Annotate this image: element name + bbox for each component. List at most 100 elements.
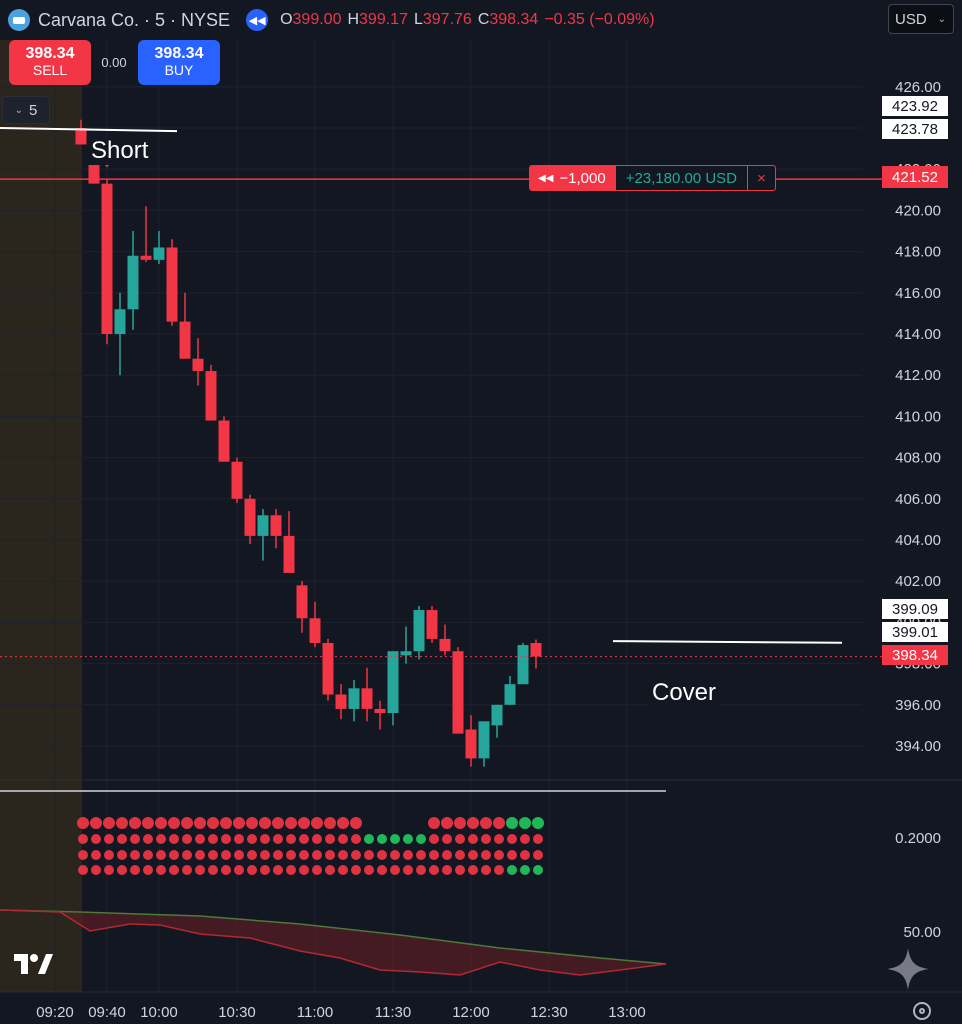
carvana-logo-icon [8,9,30,31]
candle-body [140,255,152,260]
indicator-dot [247,850,257,860]
sparkle-icon[interactable] [885,946,931,992]
buy-button[interactable]: 398.34 BUY [138,40,220,85]
chevron-down-icon: ⌄ [14,104,24,116]
interval-label: 5 [29,101,38,119]
indicator-dot [273,834,283,844]
indicator-dot [234,834,244,844]
x-tick-label: 12:30 [530,1004,568,1021]
indicator-dot [377,865,387,875]
entry-price-label: 421.52 [882,166,948,188]
indicator-dot [468,865,478,875]
indicator-dot [78,865,88,875]
indicator-dot [155,817,167,829]
indicator-dot [221,865,231,875]
indicator-dot [467,817,479,829]
indicator-dot [286,834,296,844]
y-tick-label: 402.00 [895,573,941,590]
indicator-dot [533,865,543,875]
position-line-label[interactable]: ◀◀ −1,000 +23,180.00 USD × [529,165,776,191]
indicator-dot [104,865,114,875]
x-tick-label: 11:00 [297,1004,333,1021]
indicator-dot [480,817,492,829]
indicator-dot [116,817,128,829]
indicator-dot [130,865,140,875]
y-tick-label: 396.00 [895,697,941,714]
indicator-dot [260,865,270,875]
buy-label: BUY [164,62,194,78]
indicator-dot [234,850,244,860]
symbol-title[interactable]: Carvana Co. · 5 · NYSE [38,9,231,30]
indicator-dot [233,817,245,829]
indicator-dot [455,850,465,860]
tradingview-logo-icon [14,954,53,974]
settings-gear-icon[interactable] [913,1002,931,1020]
indicator-dot [78,834,88,844]
indicator-dot [325,850,335,860]
candle-body [244,498,256,536]
currency-select[interactable]: USD ⌄ [888,4,954,34]
replay-icon[interactable]: ◀◀ [246,9,269,31]
indicator-dot [520,865,530,875]
candle-body [439,638,451,652]
indicator-dot [364,834,374,844]
indicator-dot [350,817,362,829]
indicator-dot [532,817,544,829]
indicator-dot [220,817,232,829]
indicator-dot [325,834,335,844]
indicator-dot [104,850,114,860]
price-label-low-a: 399.09 [882,599,948,619]
candle-body [166,247,178,322]
indicator-dot [117,850,127,860]
indicator-dot [286,850,296,860]
indicator-dot [182,850,192,860]
candle-body [387,651,399,714]
close-position-icon[interactable]: × [757,169,766,187]
indicator-dot [299,834,309,844]
time-axis[interactable]: 09:20 09:40 10:00 10:30 11:00 11:30 12:00 12:30… [36,1004,646,1021]
indicator-dot [142,817,154,829]
y-tick-label: 414.00 [895,326,941,343]
candle-body [231,461,243,499]
indicator-dot [455,865,465,875]
candle-body [335,694,347,709]
x-tick-label: 13:00 [608,1004,646,1021]
indicator-dot [169,834,179,844]
sell-button[interactable]: 398.34 SELL [9,40,91,85]
indicator-dot [143,834,153,844]
candle-body [114,309,126,334]
indicator-dot [168,817,180,829]
interval-select[interactable]: ⌄ 5 [2,96,50,124]
indicator-dot [299,865,309,875]
y-tick-label: 412.00 [895,367,941,384]
candle-body [179,321,191,359]
candle-body [426,610,438,639]
indicator-dot [507,834,517,844]
indicator-dot [311,817,323,829]
indicator-dot [247,834,257,844]
position-quantity[interactable]: ◀◀ −1,000 [530,166,616,190]
candle-body [309,618,321,643]
indicator-dot [91,834,101,844]
price-label-low-b: 399.01 [882,622,948,642]
indicator-dot [117,834,127,844]
indicator-dot [403,834,413,844]
indicator-dot [429,850,439,860]
indicator-dot [520,834,530,844]
indicator-dot [351,865,361,875]
indicator-dot [468,834,478,844]
indicator-dot [468,850,478,860]
candle-body [452,651,464,734]
indicator-dot [247,865,257,875]
candle-body [530,643,542,657]
y-tick-label: 410.00 [895,408,941,425]
indicator-dot [364,865,374,875]
indicator-dot [156,850,166,860]
indicator-dot [286,865,296,875]
indicator-dot [156,865,166,875]
indicator-tick-label: 50.00 [903,924,941,941]
indicator-dot [312,834,322,844]
indicator-dot [507,850,517,860]
y-tick-label: 426.00 [895,79,941,96]
